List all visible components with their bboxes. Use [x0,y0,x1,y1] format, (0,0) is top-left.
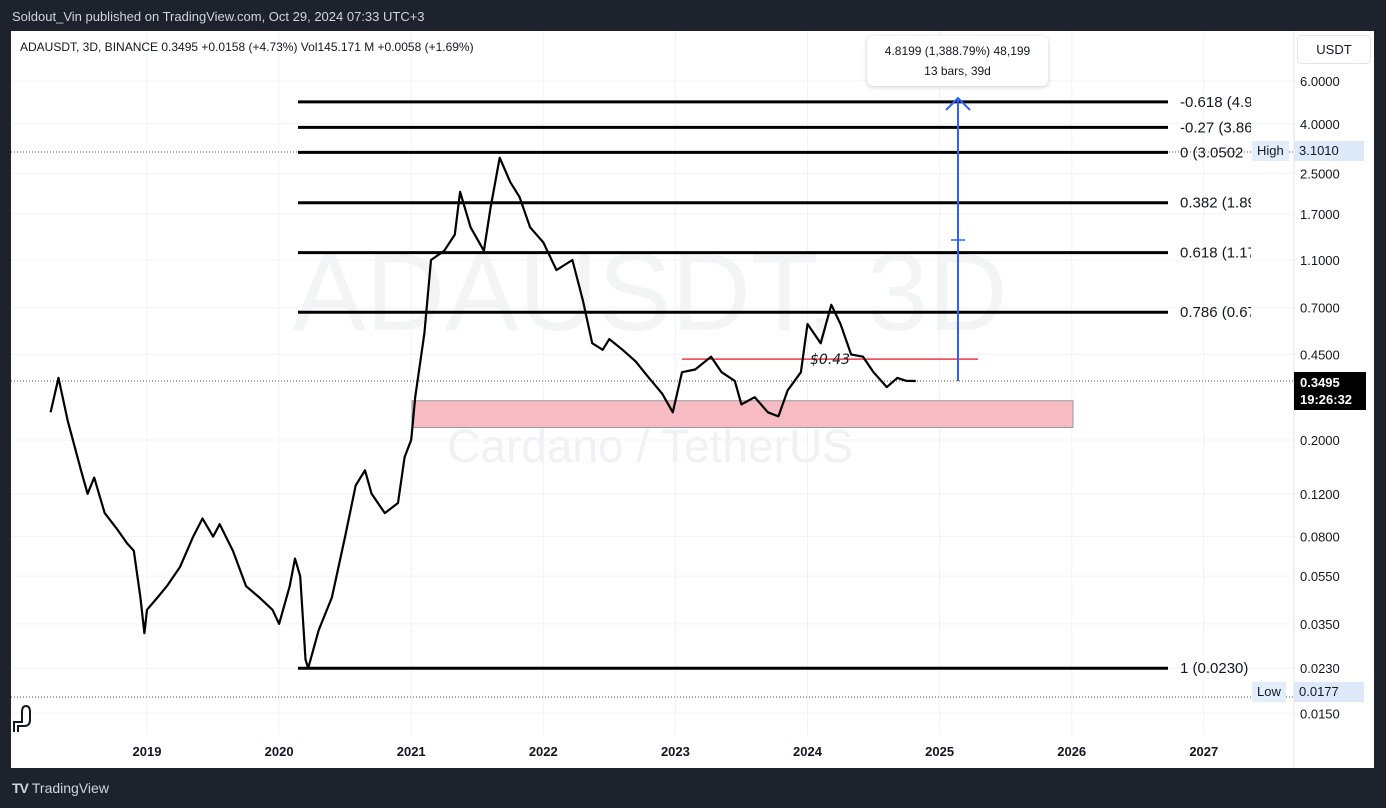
y-tick-label: 0.0230 [1300,661,1340,676]
last-price-value: 0.3495 [1300,375,1340,390]
low-label: Low [1252,682,1286,702]
watermark-name: Cardano / TetherUS [447,420,853,472]
y-tick-label: 0.1200 [1300,487,1340,502]
y-tick-label: 2.5000 [1300,166,1340,181]
y-tick-label: 0.0350 [1300,617,1340,632]
x-tick-label: 2020 [265,744,294,759]
y-tick-label: 0.7000 [1300,301,1340,316]
x-tick-label: 2024 [793,744,823,759]
fib-level-label: 0.618 (1.1794) [1180,245,1278,262]
fib-level-label: -0.27 (3.8676) [1180,119,1274,136]
y-tick-label: 1.7000 [1300,207,1340,222]
bar-countdown: 19:26:32 [1300,392,1353,407]
y-tick-label: 0.0550 [1300,569,1340,584]
x-tick-label: 2022 [529,744,558,759]
low-value: 0.0177 [1294,682,1364,702]
fib-level-label: 0.382 (1.8938) [1180,195,1278,212]
fib-level-label: 1 (0.0230) [1180,660,1248,677]
symbol-legend: ADAUSDT, 3D, BINANCE 0.3495 +0.0158 (+4.… [20,40,474,54]
demand-zone [411,400,1074,429]
brand-name: TradingView [31,780,109,796]
x-tick-label: 2025 [925,744,954,759]
high-label: High [1252,141,1289,161]
currency-button[interactable]: USDT [1297,35,1371,64]
fib-labels: -0.618 (4.9210 -0.27 (3.8676) 0 (3.0502 0.3… [1180,94,1278,677]
measure-change: 4.8199 (1,388.79%) 48,199 [884,44,1031,58]
y-tick-label: 0.0150 [1300,706,1340,721]
x-tick-label: 2019 [133,744,162,759]
y-tick-label: 1.1000 [1300,253,1340,268]
x-tick-label: 2021 [397,744,426,759]
watermark-symbol: ADAUSDT, 3D [292,231,1007,354]
tradingview-logo[interactable]: TV TradingView [12,780,109,796]
replay-icon [13,704,31,732]
y-tick-label: 0.4500 [1300,347,1340,362]
fib-level-label: 0 (3.0502 [1180,144,1243,161]
x-tick-label: 2023 [661,744,690,759]
y-tick-label: 6.0000 [1300,74,1340,89]
price-line [49,156,916,670]
arrow-head-icon [945,96,971,111]
publish-info: Soldout_Vin published on TradingView.com… [12,9,425,24]
measure-tooltip: 4.8199 (1,388.79%) 48,199 13 bars, 39d [867,36,1048,86]
x-tick-label: 2027 [1189,744,1218,759]
fib-level-label: -0.618 (4.9210 [1180,94,1278,111]
support-label: $0.43 [810,352,850,368]
last-price-label: 0.3495 19:26:32 [1294,372,1366,410]
y-tick-label: 0.2000 [1300,433,1340,448]
x-tick-label: 2026 [1057,744,1086,759]
fib-level-label: 0.786 (0.6709) [1180,304,1278,321]
y-tick-label: 4.0000 [1300,117,1340,132]
y-tick-label: 0.0800 [1300,530,1340,545]
tv-logo-icon: TV [12,780,29,796]
high-value: 3.1010 [1294,141,1364,161]
measure-bars: 13 bars, 39d [924,64,991,78]
